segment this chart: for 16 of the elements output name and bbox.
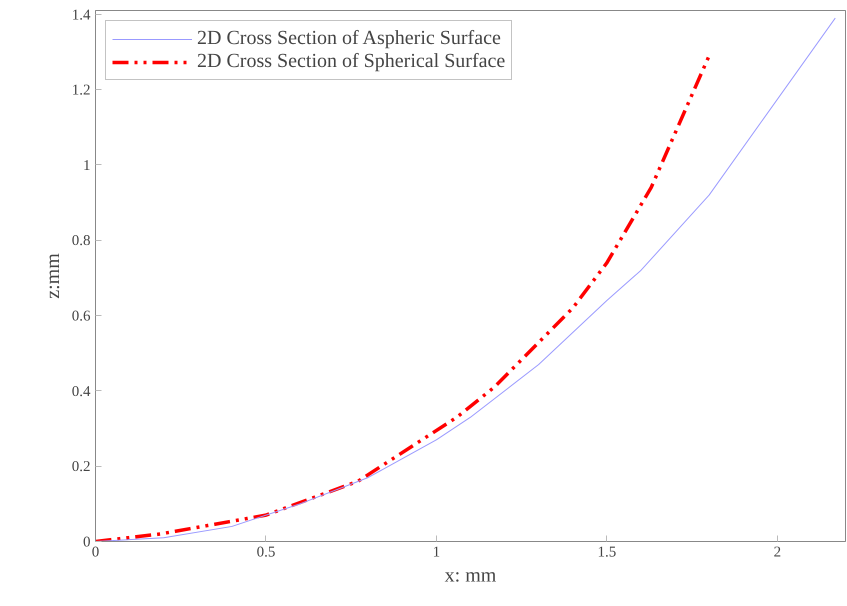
y-tick-label: 1 (83, 158, 90, 174)
y-tick-label: 0.4 (72, 384, 91, 400)
legend-label: 2D Cross Section of Spherical Surface (197, 50, 506, 73)
y-tick-label: 0.2 (72, 459, 90, 476)
y-tick-label: 1.2 (72, 82, 90, 99)
y-tick-label: 0.8 (72, 233, 90, 250)
y-tick-label: 0.6 (72, 308, 91, 325)
y-axis-title: z:mm (42, 252, 64, 299)
x-tick-label: 2 (774, 544, 782, 560)
legend-label: 2D Cross Section of Aspheric Surface (197, 27, 501, 50)
y-tick-label: 1.4 (72, 7, 91, 24)
x-tick-label: 1.5 (597, 544, 616, 560)
x-tick-label: 0.5 (256, 544, 276, 560)
y-tick-label: 0 (83, 534, 90, 550)
x-tick-label: 1 (432, 544, 440, 560)
x-axis-title: x: mm (444, 564, 497, 586)
